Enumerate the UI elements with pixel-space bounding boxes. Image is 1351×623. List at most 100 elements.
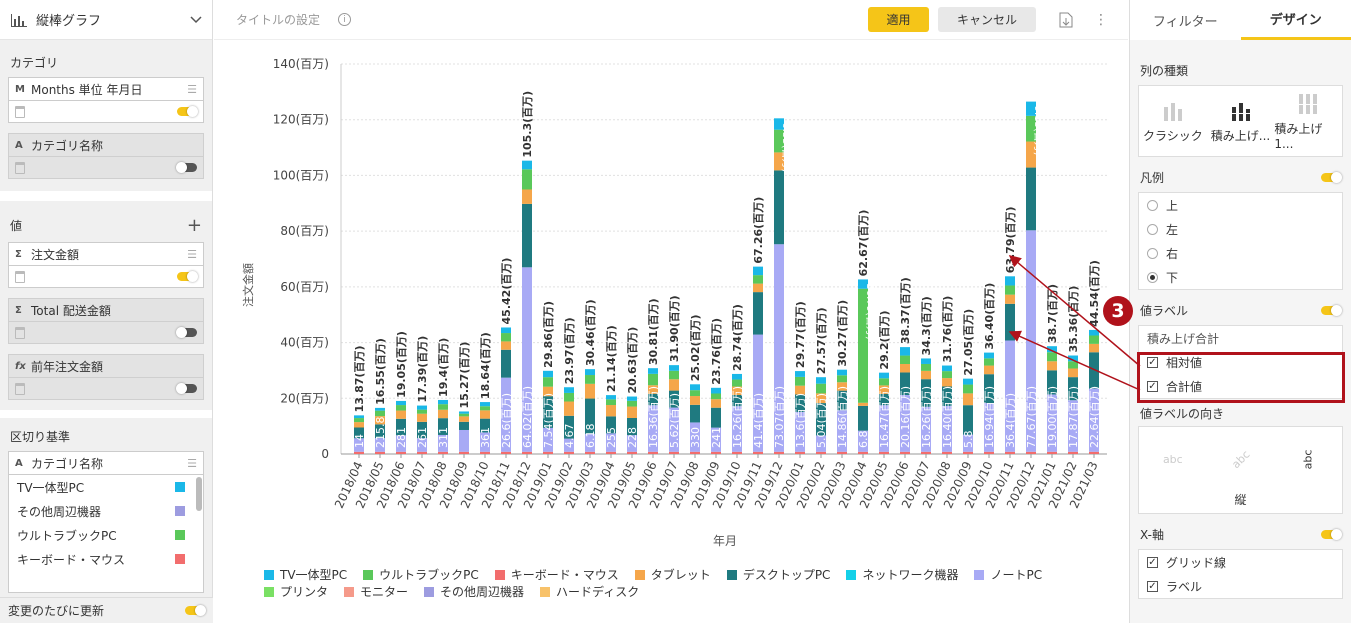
color-swatch[interactable] — [175, 482, 185, 492]
bar-segment-tablet[interactable] — [690, 396, 700, 405]
bar-segment-tablet[interactable] — [543, 386, 553, 397]
bar-segment-desktop[interactable] — [984, 374, 994, 403]
bar-segment-notebook[interactable] — [1047, 394, 1057, 452]
bar-segment-desktop[interactable] — [669, 390, 679, 408]
bar-segment-keyboard[interactable] — [1068, 451, 1078, 454]
checkbox-checked[interactable]: ✓ — [1147, 356, 1158, 368]
bar-segment-keyboard[interactable] — [879, 451, 889, 454]
bar-segment-tv[interactable] — [522, 160, 532, 170]
bar-segment-tablet[interactable] — [837, 382, 847, 391]
color-swatch[interactable] — [175, 530, 185, 540]
bar-segment-tablet[interactable] — [417, 413, 427, 422]
legend-item[interactable]: ネットワーク機器 — [846, 566, 958, 583]
bar-segment-notebook[interactable] — [543, 427, 553, 452]
bar-segment-keyboard[interactable] — [648, 451, 658, 454]
bar-segment-tv[interactable] — [459, 411, 469, 414]
bar-segment-tablet[interactable] — [375, 416, 385, 425]
bar-segment-keyboard[interactable] — [1089, 451, 1099, 454]
bar-segment-tv[interactable] — [606, 395, 616, 400]
bar-segment-tablet[interactable] — [879, 385, 889, 394]
bar-segment-tv[interactable] — [480, 402, 490, 407]
value-field[interactable]: Σ Total 配送金額 — [8, 298, 204, 322]
trash-icon[interactable] — [15, 161, 25, 174]
bar-segment-keyboard[interactable] — [543, 451, 553, 454]
bar-segment-keyboard[interactable] — [438, 451, 448, 454]
bar-segment-tv[interactable] — [501, 327, 511, 334]
bar-segment-desktop[interactable] — [564, 415, 574, 439]
bar-segment-ultrabook[interactable] — [459, 413, 469, 417]
legend-item[interactable]: その他周辺機器 — [424, 583, 524, 600]
stack-option-total[interactable]: ✓ 合計値 — [1139, 374, 1342, 398]
bar-segment-notebook[interactable] — [921, 406, 931, 452]
bar-segment-ultrabook[interactable] — [543, 377, 553, 387]
x-axis-toggle[interactable] — [1321, 529, 1342, 540]
bar-segment-keyboard[interactable] — [1005, 451, 1015, 454]
bar-segment-notebook[interactable] — [417, 438, 427, 452]
bar-segment-desktop[interactable] — [459, 421, 469, 430]
info-icon[interactable]: i — [338, 13, 352, 26]
bar-segment-desktop[interactable] — [732, 394, 742, 407]
bar-segment-notebook[interactable] — [375, 438, 385, 452]
bar-segment-ultrabook[interactable] — [690, 390, 700, 397]
bar-segment-desktop[interactable] — [522, 203, 532, 268]
bar-segment-desktop[interactable] — [627, 417, 637, 436]
add-value-button[interactable]: + — [186, 215, 202, 236]
bar-segment-keyboard[interactable] — [921, 451, 931, 454]
legend-item[interactable]: キーボード・マウス — [494, 566, 619, 583]
bar-segment-tv[interactable] — [795, 371, 805, 377]
export-icon[interactable] — [1059, 12, 1073, 28]
bar-segment-tv[interactable] — [375, 407, 385, 411]
cancel-button[interactable]: キャンセル — [938, 7, 1036, 32]
bar-segment-desktop[interactable] — [438, 418, 448, 435]
bar-segment-desktop[interactable] — [711, 407, 721, 428]
bar-segment-desktop[interactable] — [606, 416, 616, 434]
checkbox-checked[interactable]: ✓ — [1147, 380, 1158, 392]
bar-segment-keyboard[interactable] — [417, 451, 427, 454]
bar-segment-ultrabook[interactable] — [564, 392, 574, 402]
bar-segment-notebook[interactable] — [1068, 400, 1078, 452]
bar-segment-tv[interactable] — [816, 377, 826, 384]
split-item[interactable]: TV一体型PC — [9, 475, 203, 499]
bar-segment-desktop[interactable] — [753, 292, 763, 335]
bar-segment-ultrabook[interactable] — [438, 404, 448, 410]
bar-segment-keyboard[interactable] — [795, 451, 805, 454]
bar-segment-notebook[interactable] — [585, 433, 595, 452]
bar-segment-tv[interactable] — [984, 352, 994, 359]
bar-segment-notebook[interactable] — [1005, 340, 1015, 452]
bar-segment-keyboard[interactable] — [606, 451, 616, 454]
bar-segment-tv[interactable] — [396, 400, 406, 406]
bar-segment-notebook[interactable] — [396, 435, 406, 452]
col-type-classic[interactable]: クラシック — [1139, 86, 1207, 156]
bar-segment-tablet[interactable] — [711, 399, 721, 408]
bar-segment-desktop[interactable] — [921, 379, 931, 407]
bar-segment-notebook[interactable] — [984, 402, 994, 452]
tab-design[interactable]: デザイン — [1240, 0, 1351, 40]
bar-segment-ultrabook[interactable] — [816, 383, 826, 394]
bar-segment-tablet[interactable] — [984, 365, 994, 375]
field-toggle[interactable] — [177, 106, 198, 117]
bar-segment-tablet[interactable] — [1068, 368, 1078, 378]
bar-segment-desktop[interactable] — [543, 396, 553, 428]
bar-segment-ultrabook[interactable] — [417, 409, 427, 414]
bar-segment-tablet[interactable] — [753, 283, 763, 293]
trash-icon[interactable] — [15, 326, 25, 339]
bar-segment-tablet[interactable] — [1026, 141, 1036, 168]
bar-segment-keyboard[interactable] — [963, 451, 973, 454]
bar-segment-keyboard[interactable] — [501, 451, 511, 454]
bar-segment-tv[interactable] — [879, 372, 889, 379]
bar-segment-notebook[interactable] — [480, 432, 490, 452]
legend-option-left[interactable]: 左 — [1139, 217, 1342, 241]
bar-segment-keyboard[interactable] — [816, 451, 826, 454]
legend-toggle[interactable] — [1321, 172, 1342, 183]
bar-segment-notebook[interactable] — [1089, 388, 1099, 452]
legend-item[interactable]: ハードディスク — [540, 583, 639, 600]
bar-segment-tablet[interactable] — [1047, 361, 1057, 371]
stack-option-relative[interactable]: ✓ 相対値 — [1139, 350, 1342, 374]
bar-segment-ultrabook[interactable] — [585, 375, 595, 384]
bar-segment-ultrabook[interactable] — [1005, 285, 1015, 295]
bar-segment-ultrabook[interactable] — [921, 363, 931, 371]
bar-segment-tv[interactable] — [942, 365, 952, 372]
bar-segment-keyboard[interactable] — [753, 451, 763, 454]
bar-segment-tablet[interactable] — [900, 364, 910, 373]
bar-segment-ultrabook[interactable] — [732, 379, 742, 387]
